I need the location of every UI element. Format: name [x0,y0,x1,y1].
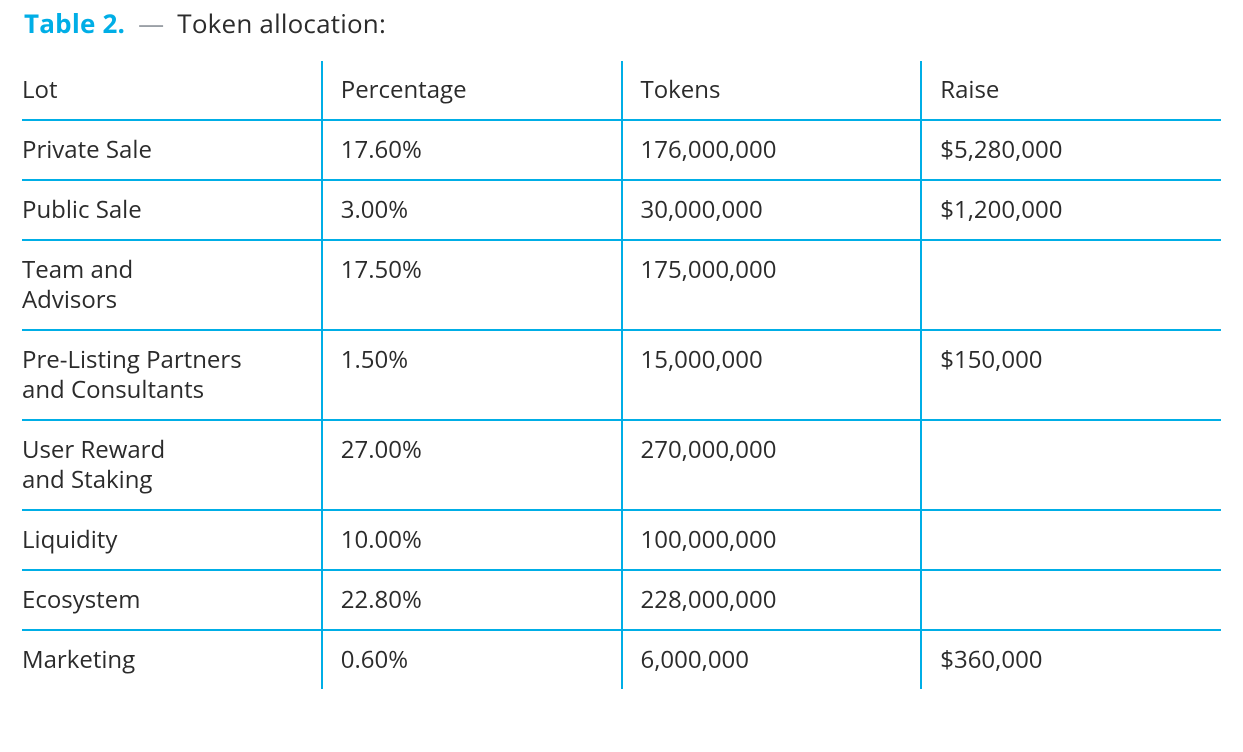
cell-raise [921,240,1221,330]
cell-raise [921,510,1221,570]
cell-percentage: 17.50% [322,240,622,330]
table-row: Pre-Listing Partners and Consultants1.50… [22,330,1221,420]
table-row: Private Sale17.60%176,000,000$5,280,000 [22,120,1221,180]
cell-percentage: 17.60% [322,120,622,180]
cell-percentage: 1.50% [322,330,622,420]
cell-raise: $150,000 [921,330,1221,420]
cell-lot: Public Sale [22,180,322,240]
table-header-row: Lot Percentage Tokens Raise [22,61,1221,120]
cell-tokens: 6,000,000 [622,630,922,689]
col-header-percentage: Percentage [322,61,622,120]
table-row: User Reward and Staking27.00%270,000,000 [22,420,1221,510]
cell-lot: Liquidity [22,510,322,570]
cell-tokens: 176,000,000 [622,120,922,180]
table-row: Public Sale3.00%30,000,000$1,200,000 [22,180,1221,240]
cell-percentage: 22.80% [322,570,622,630]
cell-lot: Team and Advisors [22,240,322,330]
table-row: Team and Advisors17.50%175,000,000 [22,240,1221,330]
table-caption: Table 2. — Token allocation: [24,8,1221,39]
col-header-tokens: Tokens [622,61,922,120]
cell-raise [921,570,1221,630]
table-row: Marketing0.60%6,000,000$360,000 [22,630,1221,689]
cell-lot: Private Sale [22,120,322,180]
cell-tokens: 30,000,000 [622,180,922,240]
cell-percentage: 27.00% [322,420,622,510]
cell-raise: $1,200,000 [921,180,1221,240]
cell-lot: Marketing [22,630,322,689]
table-row: Liquidity10.00%100,000,000 [22,510,1221,570]
cell-percentage: 10.00% [322,510,622,570]
cell-raise: $5,280,000 [921,120,1221,180]
cell-lot: User Reward and Staking [22,420,322,510]
cell-lot: Pre-Listing Partners and Consultants [22,330,322,420]
col-header-raise: Raise [921,61,1221,120]
cell-tokens: 270,000,000 [622,420,922,510]
caption-text: Token allocation: [177,5,386,41]
cell-lot: Ecosystem [22,570,322,630]
cell-raise [921,420,1221,510]
cell-percentage: 0.60% [322,630,622,689]
token-allocation-table: Lot Percentage Tokens Raise Private Sale… [22,61,1221,689]
caption-label: Table 2. [24,5,125,41]
cell-raise: $360,000 [921,630,1221,689]
cell-tokens: 228,000,000 [622,570,922,630]
cell-percentage: 3.00% [322,180,622,240]
cell-tokens: 100,000,000 [622,510,922,570]
cell-tokens: 15,000,000 [622,330,922,420]
table-body: Private Sale17.60%176,000,000$5,280,000P… [22,120,1221,689]
table-row: Ecosystem22.80%228,000,000 [22,570,1221,630]
col-header-lot: Lot [22,61,322,120]
caption-separator: — [132,5,170,41]
cell-tokens: 175,000,000 [622,240,922,330]
